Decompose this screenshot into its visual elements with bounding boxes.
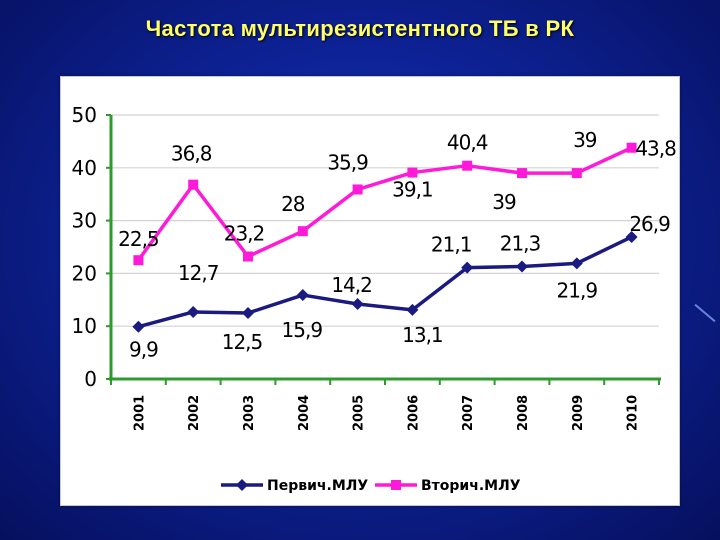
x-tick-label: 2006 <box>406 395 421 431</box>
data-label: 26,9 <box>629 212 670 236</box>
data-point <box>133 255 144 266</box>
x-tick-label: 2004 <box>297 395 312 431</box>
data-label: 39 <box>573 128 597 152</box>
data-point <box>242 307 254 319</box>
legend-marker <box>391 480 401 490</box>
series-line <box>136 146 633 262</box>
series-line <box>137 235 633 329</box>
data-point <box>517 168 527 179</box>
data-point <box>188 179 199 190</box>
data-label: 40,4 <box>447 131 488 155</box>
data-label: 21,1 <box>431 233 472 257</box>
data-point <box>351 298 364 311</box>
y-tick-label: 10 <box>72 314 97 338</box>
data-label: 28 <box>281 192 305 216</box>
x-tick-label: 2010 <box>626 395 641 431</box>
line-chart: 0 10 20 30 40 50 2001 2002 2003 2004 2005 2006 2007 2… <box>72 103 678 494</box>
data-label: 39 <box>492 190 516 214</box>
data-label: 21,3 <box>500 232 541 256</box>
data-point <box>516 260 528 273</box>
data-label: 12,5 <box>222 330 263 354</box>
data-label: 9,9 <box>129 338 158 362</box>
data-point <box>296 289 309 302</box>
data-label: 39,1 <box>392 178 433 202</box>
data-point <box>406 303 419 316</box>
data-label: 22,5 <box>118 227 159 251</box>
data-point <box>243 251 253 262</box>
data-point <box>462 160 473 171</box>
data-point <box>352 184 363 195</box>
x-tick-label: 2008 <box>516 395 531 431</box>
x-tick-label: 2003 <box>242 395 257 431</box>
data-label: 21,9 <box>557 278 598 302</box>
data-point <box>571 168 582 179</box>
data-point <box>132 320 145 333</box>
data-point <box>625 230 638 243</box>
y-tick-label: 0 <box>84 367 97 391</box>
data-point <box>187 305 200 318</box>
legend-marker <box>236 479 248 491</box>
data-label: 12,7 <box>178 261 219 285</box>
legend-label: Вторич.МЛУ <box>421 478 521 494</box>
data-label: 23,2 <box>224 222 265 246</box>
data-label: 35,9 <box>327 150 368 174</box>
data-label: 14,2 <box>331 273 372 297</box>
chart-panel: 0 10 20 30 40 50 2001 2002 2003 2004 2005 2006 2007 2… <box>60 76 680 506</box>
decorative-line <box>694 303 716 323</box>
data-label: 15,9 <box>282 318 323 342</box>
data-point <box>297 226 308 237</box>
slide-title: Частота мультирезистентного ТБ в РК <box>145 16 575 41</box>
data-point <box>570 257 583 270</box>
x-tick-label: 2007 <box>461 395 476 431</box>
legend-label: Первич.МЛУ <box>267 478 368 494</box>
data-label: 43,8 <box>635 137 676 161</box>
x-tick-label: 2002 <box>187 395 202 431</box>
x-tick-label: 2001 <box>132 395 147 431</box>
x-tick-label: 2005 <box>352 395 367 431</box>
y-tick-label: 20 <box>72 261 97 285</box>
data-label: 13,1 <box>402 323 443 347</box>
data-label: 36,8 <box>171 142 212 166</box>
y-tick-label: 30 <box>72 209 97 233</box>
data-point <box>461 261 474 274</box>
x-tick-label: 2009 <box>571 395 586 431</box>
y-tick-label: 40 <box>72 156 97 180</box>
data-point <box>626 142 637 153</box>
y-tick-label: 50 <box>72 103 97 127</box>
data-point <box>407 167 418 178</box>
